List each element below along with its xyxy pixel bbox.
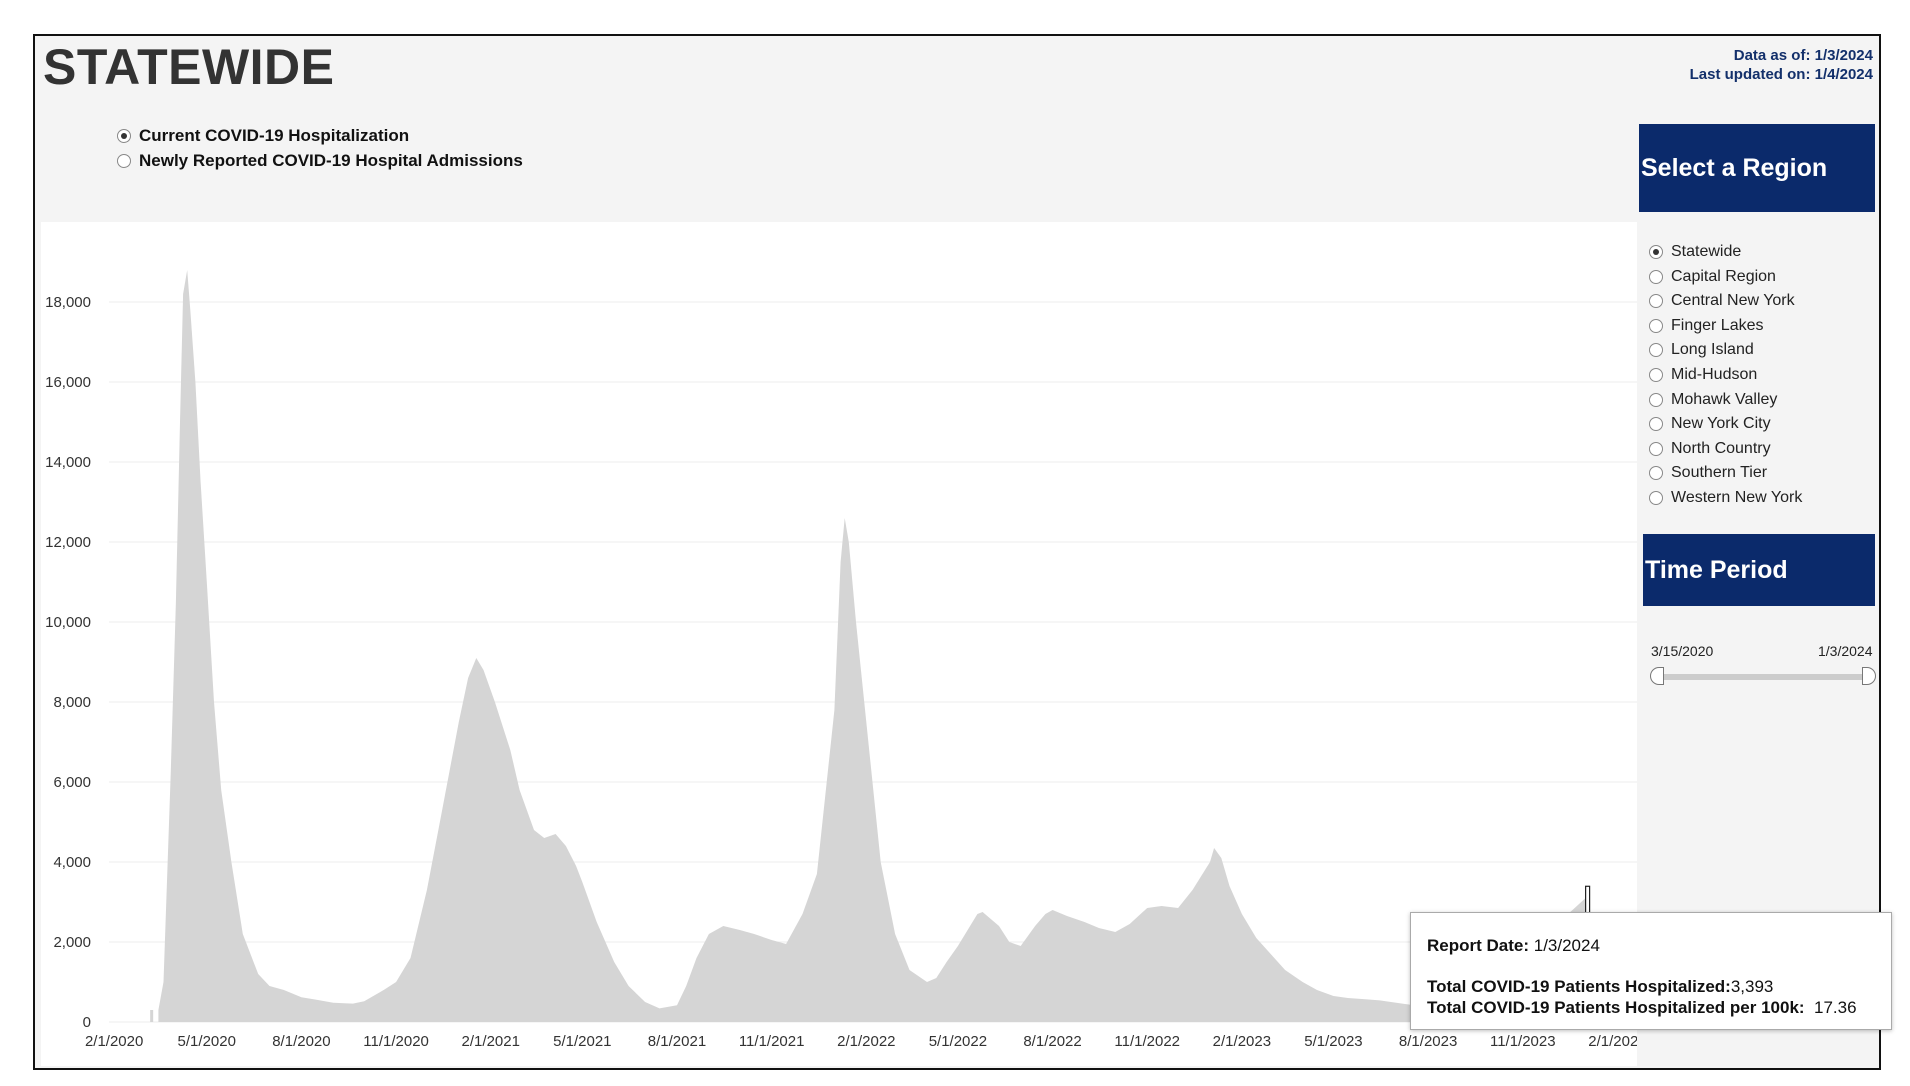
page-title: STATEWIDE bbox=[43, 39, 335, 95]
slider-handle-start[interactable] bbox=[1650, 667, 1664, 685]
tooltip-date-value: 1/3/2024 bbox=[1533, 936, 1600, 955]
region-option[interactable]: Western New York bbox=[1649, 489, 1802, 507]
region-option[interactable]: Central New York bbox=[1649, 292, 1795, 310]
y-tick-label: 18,000 bbox=[45, 294, 91, 311]
y-tick-label: 16,000 bbox=[45, 374, 91, 391]
region-label: Capital Region bbox=[1671, 267, 1776, 285]
radio-unselected-icon[interactable] bbox=[1649, 441, 1663, 456]
series-bar bbox=[150, 1010, 154, 1022]
region-option[interactable]: Southern Tier bbox=[1649, 464, 1767, 482]
x-tick-label: 5/1/2022 bbox=[929, 1033, 987, 1050]
radio-unselected-icon[interactable] bbox=[1649, 392, 1663, 407]
region-option[interactable]: Finger Lakes bbox=[1649, 317, 1764, 335]
x-tick-label: 11/1/2022 bbox=[1114, 1033, 1180, 1050]
x-tick-label: 5/1/2023 bbox=[1304, 1033, 1362, 1050]
tooltip-per100k-value: 17.36 bbox=[1814, 998, 1857, 1017]
x-tick-label: 5/1/2021 bbox=[553, 1033, 611, 1050]
region-option[interactable]: Capital Region bbox=[1649, 268, 1776, 286]
time-end-label: 1/3/2024 bbox=[1818, 643, 1873, 659]
region-label: North Country bbox=[1671, 439, 1771, 457]
radio-unselected-icon[interactable] bbox=[1649, 318, 1663, 333]
chart-tooltip: Report Date: 1/3/2024 Total COVID-19 Pat… bbox=[1410, 912, 1892, 1030]
measure-option-current[interactable]: Current COVID-19 Hospitalization bbox=[117, 126, 409, 146]
radio-unselected-icon[interactable] bbox=[1649, 294, 1663, 309]
region-option[interactable]: Long Island bbox=[1649, 341, 1754, 359]
measure-option-admissions[interactable]: Newly Reported COVID-19 Hospital Admissi… bbox=[117, 151, 523, 171]
region-label: Southern Tier bbox=[1671, 464, 1768, 482]
radio-unselected-icon[interactable] bbox=[117, 154, 131, 168]
region-option[interactable]: North Country bbox=[1649, 440, 1771, 458]
region-label: Mid-Hudson bbox=[1671, 366, 1758, 383]
radio-unselected-icon[interactable] bbox=[1649, 368, 1663, 382]
x-tick-label: 8/1/2022 bbox=[1023, 1033, 1081, 1050]
x-tick-label: 8/1/2023 bbox=[1399, 1033, 1457, 1050]
series-area bbox=[158, 270, 1588, 1022]
slider-track[interactable] bbox=[1656, 674, 1868, 680]
y-tick-label: 10,000 bbox=[45, 614, 91, 631]
y-tick-label: 12,000 bbox=[45, 534, 91, 551]
data-info: Data as of: 1/3/2024 Last updated on: 1/… bbox=[1690, 46, 1873, 84]
select-region-header: Select a Region bbox=[1639, 124, 1875, 212]
y-tick-label: 8,000 bbox=[53, 694, 91, 711]
y-tick-label: 2,000 bbox=[53, 934, 91, 951]
x-tick-label: 8/1/2021 bbox=[648, 1033, 706, 1050]
x-tick-label: 8/1/2020 bbox=[272, 1033, 330, 1050]
tooltip-total-label: Total COVID-19 Patients Hospitalized: bbox=[1427, 977, 1731, 996]
tooltip-date-row: Report Date: 1/3/2024 bbox=[1427, 935, 1875, 956]
hospitalization-chart[interactable]: 0 2,000 4,000 6,000 8,000 10,000 12,000 14,000 1… bbox=[41, 222, 1637, 1066]
x-tick-label: 11/1/2023 bbox=[1490, 1033, 1556, 1050]
x-tick-label: 2/1/2023 bbox=[1213, 1033, 1271, 1050]
tooltip-per100k-label: Total COVID-19 Patients Hospitalized per… bbox=[1427, 998, 1805, 1017]
time-period-header: Time Period bbox=[1643, 534, 1875, 606]
x-tick-label: 11/1/2020 bbox=[363, 1033, 429, 1050]
data-as-of: Data as of: 1/3/2024 bbox=[1733, 47, 1873, 64]
dashboard-frame: STATEWIDE Data as of: 1/3/2024 Last upda… bbox=[33, 34, 1881, 1070]
chart-area: 0 2,000 4,000 6,000 8,000 10,000 12,000 14,000 1… bbox=[41, 222, 1637, 1066]
time-start-label: 3/15/2020 bbox=[1651, 643, 1714, 659]
x-tick-label: 2/1/2022 bbox=[837, 1033, 895, 1050]
y-tick-label: 4,000 bbox=[53, 854, 91, 871]
measure-option-label: Current COVID-19 Hospitalization bbox=[139, 126, 410, 145]
radio-unselected-icon[interactable] bbox=[1649, 491, 1663, 505]
y-tick-label: 0 bbox=[83, 1014, 91, 1031]
region-label: New York City bbox=[1671, 415, 1771, 433]
radio-unselected-icon[interactable] bbox=[1649, 343, 1663, 358]
region-option[interactable]: Statewide bbox=[1649, 243, 1741, 261]
radio-unselected-icon[interactable] bbox=[1649, 466, 1663, 481]
region-label: Mohawk Valley bbox=[1671, 390, 1778, 408]
region-label: Central New York bbox=[1671, 292, 1795, 310]
radio-selected-icon[interactable] bbox=[1649, 245, 1663, 259]
radio-unselected-icon[interactable] bbox=[1649, 269, 1663, 284]
tooltip-date-label: Report Date: bbox=[1427, 936, 1530, 955]
region-label: Long Island bbox=[1671, 341, 1754, 359]
radio-selected-icon[interactable] bbox=[117, 129, 131, 143]
y-tick-label: 6,000 bbox=[53, 774, 91, 791]
region-option[interactable]: Mohawk Valley bbox=[1649, 391, 1777, 409]
tooltip-per100k-row: Total COVID-19 Patients Hospitalized per… bbox=[1427, 997, 1875, 1018]
region-option[interactable]: Mid-Hudson bbox=[1649, 366, 1757, 384]
last-updated: Last updated on: 1/4/2024 bbox=[1689, 66, 1873, 83]
tooltip-total-value: 3,393 bbox=[1730, 977, 1774, 996]
measure-option-label: Newly Reported COVID-19 Hospital Admissi… bbox=[139, 151, 523, 170]
x-tick-label: 2/1/2021 bbox=[462, 1033, 520, 1050]
region-label: Western New York bbox=[1671, 489, 1803, 506]
slider-handle-end[interactable] bbox=[1862, 667, 1876, 685]
region-label: Finger Lakes bbox=[1671, 316, 1764, 334]
radio-unselected-icon[interactable] bbox=[1649, 417, 1663, 432]
x-tick-label: 2/1/2024 bbox=[1588, 1033, 1637, 1050]
region-label: Statewide bbox=[1671, 243, 1742, 260]
region-option[interactable]: New York City bbox=[1649, 415, 1771, 433]
x-tick-label: 2/1/2020 bbox=[85, 1033, 143, 1050]
y-tick-label: 14,000 bbox=[45, 454, 91, 471]
tooltip-total-row: Total COVID-19 Patients Hospitalized:3,3… bbox=[1427, 976, 1875, 997]
x-tick-label: 5/1/2020 bbox=[178, 1033, 236, 1050]
x-tick-label: 11/1/2021 bbox=[739, 1033, 805, 1050]
